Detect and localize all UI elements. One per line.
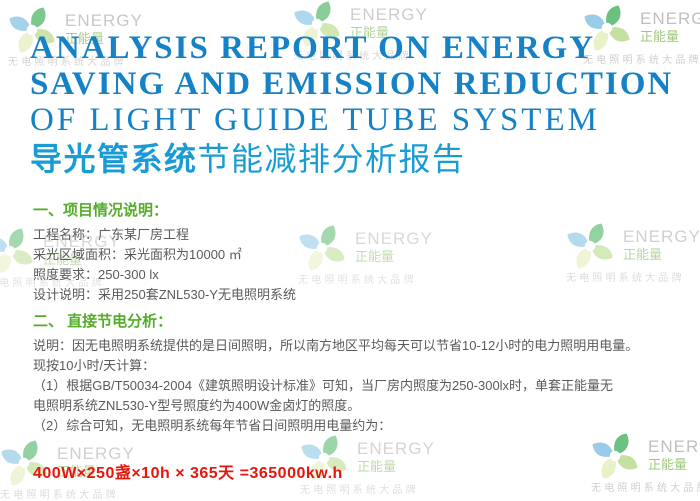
watermark-texts: ENERGY 正能量 xyxy=(357,440,435,474)
watermark-texts: ENERGY 正能量 xyxy=(355,230,433,264)
analysis-point-2-line: （2）综合可知，无电照明系统每年节省日间照明用电量约为： xyxy=(33,418,392,433)
energy-pinwheel-icon xyxy=(299,225,345,271)
title-line-4: 导光管系统节能减排分析报告 xyxy=(30,142,673,176)
design-description-line: 设计说明：采用250套ZNL530-Y无电照明系统 xyxy=(33,287,296,302)
watermark-brand-text: 正能量 xyxy=(355,249,395,264)
watermark-energy-text: ENERGY xyxy=(350,5,428,24)
watermark-brand-text: 正能量 xyxy=(623,247,663,262)
energy-pinwheel-icon xyxy=(592,433,638,479)
watermark-energy-text: ENERGY xyxy=(648,437,700,456)
watermark-brand-text: 正能量 xyxy=(357,459,397,474)
section-direct-saving-analysis: 二、 直接节电分析： 说明：因无电照明系统提供的是日间照明，所以南方地区平均每天… xyxy=(33,313,638,436)
report-title: ANALYSIS REPORT ON ENERGY SAVING AND EMI… xyxy=(30,30,673,176)
energy-pinwheel-icon xyxy=(567,223,613,269)
section-1-heading: 一、项目情况说明： xyxy=(33,202,169,219)
project-name-line: 工程名称：广东某厂房工程 xyxy=(33,227,190,242)
energy-logo-watermark: ENERGY 正能量 无电照明系统大品牌 xyxy=(591,430,700,494)
analysis-point-1-line: （1）根据GB/T50034-2004《建筑照明设计标准》可知，当厂房内照度为2… xyxy=(33,378,614,393)
title-line-2: SAVING AND EMISSION REDUCTION xyxy=(30,66,674,102)
watermark-energy-text: ENERGY xyxy=(640,9,700,28)
energy-logo-watermark: ENERGY 正能量 无电照明系统大品牌 xyxy=(566,220,700,284)
watermark-row: ENERGY 正能量 xyxy=(566,220,700,272)
watermark-tagline: 无电照明系统大品牌 xyxy=(566,273,685,284)
watermark-texts: ENERGY 正能量 xyxy=(648,438,700,472)
watermark-tagline: 无电照明系统大品牌 xyxy=(591,483,700,494)
title-line-4-bold: 导光管系统 xyxy=(30,141,198,177)
watermark-energy-text: ENERGY xyxy=(623,227,700,246)
section-project-info: 一、项目情况说明： 工程名称：广东某厂房工程 采光区域面积：采光面积为10000… xyxy=(33,202,296,305)
energy-pinwheel-icon xyxy=(0,228,33,274)
title-line-4-rest: 节能减排分析报告 xyxy=(197,141,466,177)
energy-saving-formula: 400W×250盏×10h × 365天 =365000kw.h xyxy=(33,465,343,482)
title-line-3: OF LIGHT GUIDE TUBE SYSTEM xyxy=(30,102,600,138)
illuminance-requirement-line: 照度要求：250-300 lx xyxy=(33,267,159,282)
analysis-note-line: 说明：因无电照明系统提供的是日间照明，所以南方地区平均每天可以节省10-12小时… xyxy=(33,338,639,353)
watermark-energy-text: ENERGY xyxy=(65,11,143,30)
calculation-basis-line: 现按10小时/天计算： xyxy=(33,358,156,373)
watermark-energy-text: ENERGY xyxy=(355,229,433,248)
daylight-area-line: 采光区域面积：采光面积为10000 ㎡ xyxy=(33,247,242,262)
watermark-tagline: 无电照明系统大品牌 xyxy=(300,485,419,496)
watermark-brand-text: 正能量 xyxy=(648,457,688,472)
analysis-point-1-cont-line: 电照明系统ZNL530-Y型号照度约为400W金卤灯的照度。 xyxy=(33,398,361,413)
section-2-heading: 二、 直接节电分析： xyxy=(33,313,173,330)
watermark-row: ENERGY 正能量 xyxy=(591,430,700,482)
watermark-texts: ENERGY 正能量 xyxy=(623,228,700,262)
watermark-row: ENERGY 正能量 xyxy=(298,222,433,274)
watermark-energy-text: ENERGY xyxy=(357,439,435,458)
title-line-1: ANALYSIS REPORT ON ENERGY xyxy=(30,30,596,66)
watermark-tagline: 无电照明系统大品牌 xyxy=(0,490,119,501)
energy-logo-watermark: ENERGY 正能量 无电照明系统大品牌 xyxy=(298,222,433,286)
watermark-tagline: 无电照明系统大品牌 xyxy=(298,275,417,286)
